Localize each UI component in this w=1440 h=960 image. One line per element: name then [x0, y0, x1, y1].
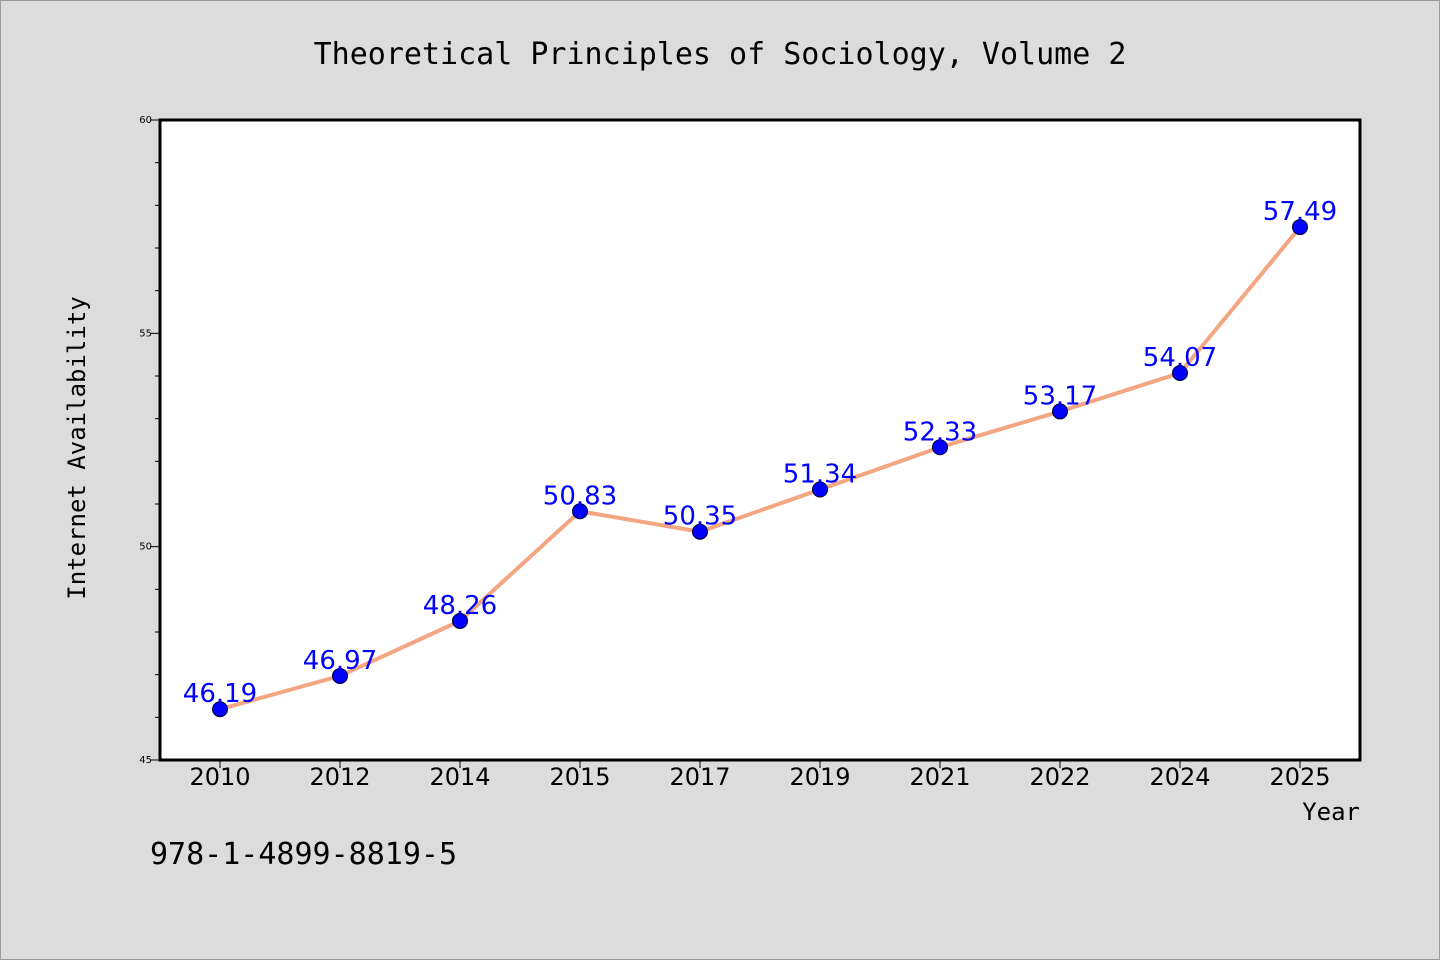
data-point	[212, 701, 228, 718]
x-tick-label: 2019	[789, 763, 850, 791]
x-axis-ticks: 2010 2012 2014 2015 2017 2019 2021 2022 2024 2025	[189, 760, 1331, 791]
data-point	[1052, 403, 1068, 420]
x-tick-label: 2024	[1149, 763, 1210, 791]
y-axis-ticks: 45 50 55 60	[139, 115, 160, 766]
data-label: 51.34	[783, 459, 857, 489]
x-axis-label: Year	[1302, 798, 1360, 826]
chart-title: Theoretical Principles of Sociology, Vol…	[314, 37, 1127, 72]
data-label: 53.17	[1023, 381, 1097, 411]
x-tick-label: 2010	[189, 763, 250, 791]
data-label: 57.49	[1263, 197, 1337, 227]
y-tick-label: 50	[139, 542, 152, 553]
data-point	[572, 503, 588, 520]
data-label: 46.19	[183, 679, 257, 709]
data-label: 48.26	[423, 591, 497, 621]
x-tick-label: 2025	[1269, 763, 1330, 791]
x-tick-label: 2022	[1029, 763, 1090, 791]
x-tick-label: 2014	[429, 763, 490, 791]
data-point	[692, 523, 708, 540]
y-axis-label: Internet Availability	[63, 296, 91, 599]
y-tick-label: 55	[139, 328, 152, 339]
data-label: 46.97	[303, 646, 377, 676]
data-point	[812, 481, 828, 498]
data-point	[1172, 365, 1188, 382]
series-group: 46.19 46.97 48.26 50.83 50.35 51.34 52.33 53.17…	[183, 197, 1337, 718]
x-tick-label: 2021	[909, 763, 970, 791]
y-tick-label: 60	[139, 115, 152, 126]
data-label: 50.83	[543, 481, 617, 511]
data-label: 54.07	[1143, 343, 1217, 373]
x-tick-label: 2012	[309, 763, 370, 791]
data-point	[1292, 219, 1308, 236]
data-label: 52.33	[903, 417, 977, 447]
x-tick-label: 2017	[669, 763, 730, 791]
x-tick-label: 2015	[549, 763, 610, 791]
series-line	[219, 225, 1302, 712]
data-point	[332, 667, 348, 684]
y-tick-label: 45	[139, 755, 152, 766]
data-point	[932, 439, 948, 456]
data-label: 50.35	[663, 502, 737, 532]
isbn-text: 978-1-4899-8819-5	[150, 837, 457, 872]
data-point	[452, 612, 468, 629]
plot-area	[158, 118, 1362, 762]
